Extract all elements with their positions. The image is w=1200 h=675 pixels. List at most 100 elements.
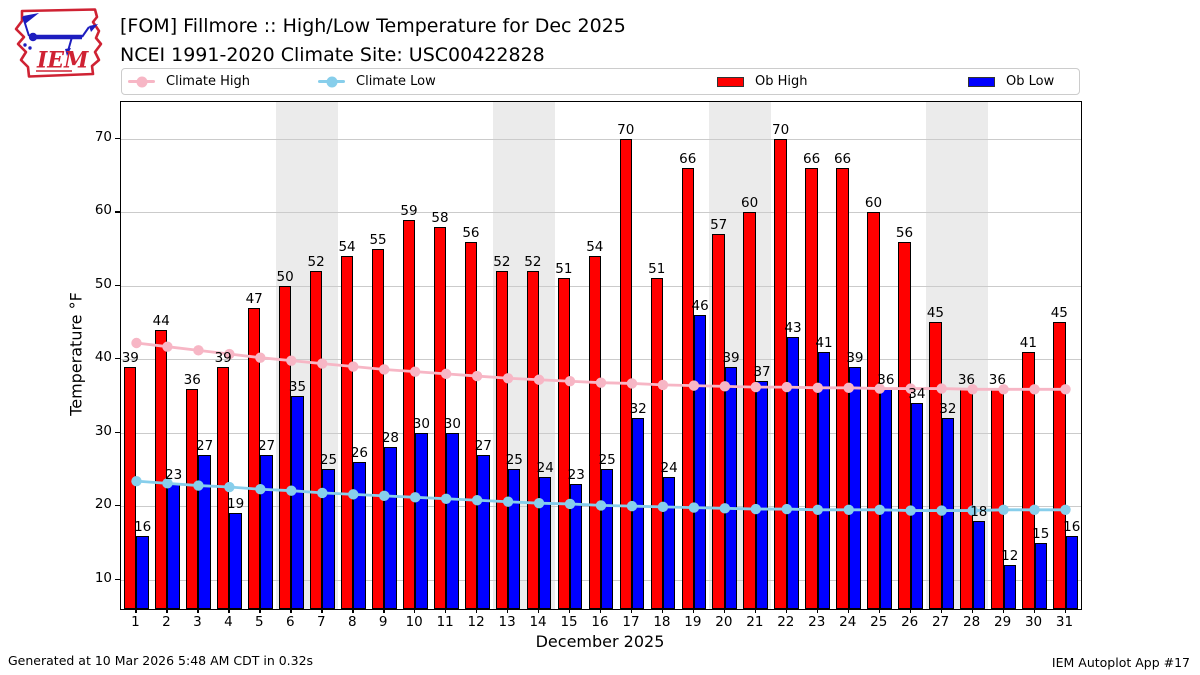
x-tick-mark xyxy=(445,608,447,613)
ob-high-bar xyxy=(774,138,787,609)
y-tick-mark xyxy=(115,578,120,580)
x-tick-mark xyxy=(909,608,911,613)
climate-high-marker xyxy=(812,382,823,394)
climate-high-marker xyxy=(564,376,576,387)
x-tick-label: 2 xyxy=(162,614,171,630)
climate-high-marker xyxy=(626,378,638,389)
legend-item-climate-low: Climate Low xyxy=(318,69,436,94)
climate-low-marker xyxy=(286,485,297,496)
climate-high-marker xyxy=(379,364,390,375)
climate-low-marker xyxy=(812,504,823,516)
ob-low-value-label: 26 xyxy=(350,445,369,462)
x-tick-label: 8 xyxy=(347,614,357,630)
x-tick-mark xyxy=(352,608,354,613)
ob-high-value-label: 39 xyxy=(214,349,232,366)
x-tick-label: 20 xyxy=(715,614,733,630)
ob-high-bar xyxy=(557,278,571,609)
ob-high-value-label: 60 xyxy=(741,195,759,212)
chart-title: [FOM] Fillmore :: High/Low Temperature f… xyxy=(120,12,626,70)
climate-high-marker-icon xyxy=(136,76,147,87)
legend-item-ob-high: Ob High xyxy=(717,69,808,94)
y-tick-mark xyxy=(115,358,120,360)
ob-high-swatch-icon xyxy=(717,76,744,87)
x-tick-mark xyxy=(569,608,571,613)
x-tick-label: 25 xyxy=(870,614,888,630)
climate-high-marker xyxy=(967,384,978,395)
x-tick-label: 28 xyxy=(963,614,981,630)
x-tick-label: 31 xyxy=(1055,614,1074,630)
y-tick-label: 40 xyxy=(94,349,112,366)
climate-low-marker xyxy=(688,502,700,513)
climate-low-marker xyxy=(502,496,514,507)
ob-high-value-label: 51 xyxy=(648,261,666,278)
climate-high-marker xyxy=(998,384,1009,395)
ob-high-value-label: 39 xyxy=(121,349,139,366)
y-tick-mark xyxy=(115,431,120,433)
ob-high-value-label: 70 xyxy=(617,121,635,138)
x-tick-label: 17 xyxy=(622,614,640,630)
legend-label: Climate High xyxy=(166,74,251,89)
ob-low-value-label: 37 xyxy=(753,364,771,381)
x-tick-label: 4 xyxy=(224,614,233,630)
ob-high-value-label: 44 xyxy=(152,312,170,329)
climate-low-marker xyxy=(719,503,731,514)
y-tick-label: 70 xyxy=(94,128,112,145)
ob-high-bar xyxy=(650,278,663,609)
climate-high-marker xyxy=(131,337,142,349)
climate-low-marker xyxy=(967,505,978,516)
climate-low-marker xyxy=(193,480,204,491)
climate-low-marker xyxy=(317,487,328,499)
ob-low-value-label: 23 xyxy=(165,467,183,484)
climate-high-marker xyxy=(162,341,173,352)
y-tick-mark xyxy=(115,505,120,507)
climate-low-marker xyxy=(905,505,916,516)
ob-high-bar xyxy=(495,271,509,609)
ob-high-value-label: 66 xyxy=(802,151,821,168)
app-credit: IEM Autoplot App #17 xyxy=(1051,655,1190,670)
ob-low-value-label: 23 xyxy=(567,467,585,484)
ob-low-value-label: 39 xyxy=(846,349,864,366)
ob-high-bar xyxy=(1053,322,1066,609)
x-tick-label: 24 xyxy=(839,614,857,630)
x-tick-mark xyxy=(754,608,757,613)
x-tick-mark xyxy=(135,608,137,613)
generated-timestamp: Generated at 10 Mar 2026 5:48 AM CDT in … xyxy=(8,653,314,668)
climate-high-marker xyxy=(874,383,885,394)
ob-low-value-label: 35 xyxy=(288,378,307,395)
ob-low-value-label: 24 xyxy=(536,459,554,476)
ob-high-value-label: 70 xyxy=(772,121,790,138)
x-tick-mark xyxy=(197,608,199,613)
ob-high-bar xyxy=(309,271,323,609)
x-tick-label: 27 xyxy=(932,614,950,630)
climate-low-marker xyxy=(348,489,359,500)
ob-high-bar xyxy=(929,322,942,609)
ob-high-bar xyxy=(155,329,168,609)
chart-legend: Climate High Climate Low Ob High Ob Low xyxy=(121,68,1080,95)
ob-low-bar xyxy=(415,432,428,609)
climate-high-marker xyxy=(533,374,545,385)
legend-label: Ob Low xyxy=(1006,74,1055,89)
ob-high-value-label: 54 xyxy=(586,239,604,256)
x-tick-mark xyxy=(321,608,323,613)
legend-label: Climate Low xyxy=(356,74,436,89)
climate-low-marker xyxy=(471,495,483,506)
climate-high-marker xyxy=(471,370,483,382)
y-tick-label: 60 xyxy=(94,202,112,219)
climate-high-marker xyxy=(1060,384,1071,395)
ob-high-value-label: 45 xyxy=(1050,305,1068,322)
x-tick-mark xyxy=(692,608,695,613)
iowa-outline-icon xyxy=(14,8,103,78)
x-tick-label: 14 xyxy=(529,614,547,630)
ob-high-bar xyxy=(712,234,725,609)
weathervane-icon xyxy=(22,13,98,56)
ob-high-value-label: 51 xyxy=(555,261,573,278)
ob-low-bar xyxy=(724,366,738,609)
climate-high-marker xyxy=(286,355,297,366)
climate-low-marker-icon xyxy=(326,76,337,87)
ob-low-value-label: 25 xyxy=(598,452,616,469)
x-tick-mark xyxy=(1064,608,1066,613)
ob-low-value-label: 27 xyxy=(196,437,214,454)
ob-low-value-label: 34 xyxy=(908,386,926,403)
ob-high-bar xyxy=(433,226,447,609)
